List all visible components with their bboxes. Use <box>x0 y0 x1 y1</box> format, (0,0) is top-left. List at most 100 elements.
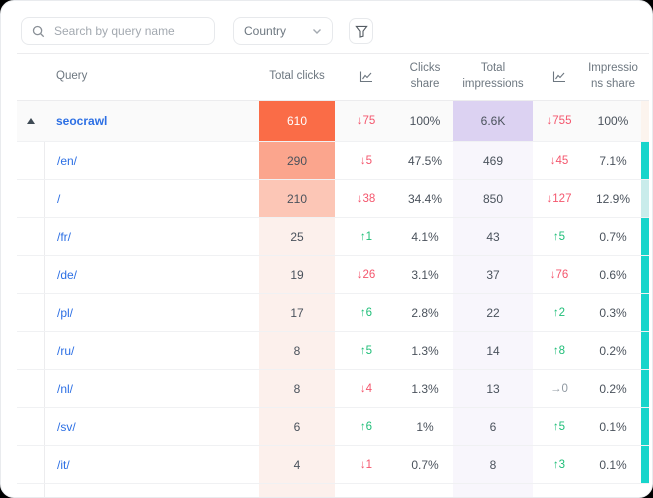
impressions-change-cell: ↑7 <box>533 484 585 498</box>
impressions-share-cell: 0.2% <box>599 381 627 396</box>
search-input[interactable] <box>52 23 204 39</box>
search-box[interactable] <box>21 17 215 45</box>
table-row: /en/seo-dashboard/ 3 ↓4 0.5% 454 ↑7 6.9% <box>17 484 649 498</box>
impressions-share-cell: 0.3% <box>599 305 627 320</box>
clicks-change-cell: ↓5 <box>359 154 373 167</box>
query-cell: /ru/ <box>44 332 259 369</box>
query-link[interactable]: /en/seo-dashboard/ <box>57 496 160 498</box>
total-clicks-cell: 17 <box>259 294 335 331</box>
table-body: seocrawl 610 ↓75 100% 6.6K ↓755 100% /en… <box>17 101 649 498</box>
total-impressions-cell: 22 <box>453 294 533 331</box>
query-link[interactable]: /sv/ <box>57 419 76 434</box>
heat-strip-cell <box>641 294 649 331</box>
query-cell: /it/ <box>44 446 259 483</box>
clicks-share-cell: 100% <box>409 114 441 128</box>
table-header-row: Query Total clicks Clicks share Total im… <box>17 53 649 101</box>
table-row: /sv/ 6 ↑6 1% 6 ↑5 0.1% <box>17 408 649 446</box>
total-clicks-cell: 3 <box>259 484 335 497</box>
header-strip-spacer <box>641 54 649 100</box>
heat-strip-cell <box>641 446 649 483</box>
query-link[interactable]: /fr/ <box>57 229 71 244</box>
total-clicks-cell: 8 <box>259 332 335 369</box>
clicks-share-cell: 34.4% <box>407 191 443 206</box>
total-impressions-cell: 6 <box>453 408 533 445</box>
clicks-change-cell: ↓38 <box>356 192 376 205</box>
impressions-change-cell: ↑8 <box>552 344 566 357</box>
chevron-down-icon <box>312 28 322 35</box>
table-row: /en/ 290 ↓5 47.5% 469 ↓45 7.1% <box>17 142 649 180</box>
total-impressions-cell: 37 <box>453 256 533 293</box>
impressions-change-cell: ↑3 <box>552 458 566 471</box>
expand-cell <box>17 370 44 407</box>
clicks-share-cell: 0.5% <box>397 484 453 498</box>
header-impressions-trend <box>533 54 585 100</box>
expand-cell <box>17 142 44 179</box>
impressions-change-cell: ↓127 <box>546 192 572 205</box>
total-impressions-cell: 14 <box>453 332 533 369</box>
header-expand-spacer <box>17 54 44 100</box>
query-cell: /fr/ <box>44 218 259 255</box>
expand-cell <box>17 294 44 331</box>
impressions-share-cell: 0.7% <box>599 229 627 244</box>
total-clicks-cell: 6 <box>259 408 335 445</box>
clicks-change-cell: ↓1 <box>359 458 373 471</box>
table-row: /nl/ 8 ↓4 1.3% 13 →0 0.2% <box>17 370 649 408</box>
query-link[interactable]: /it/ <box>57 457 70 472</box>
query-cell: seocrawl <box>44 101 259 141</box>
clicks-change-cell: ↑1 <box>359 230 373 243</box>
total-impressions-cell: 6.6K <box>453 101 533 141</box>
heat-strip-cell <box>641 180 649 217</box>
heat-strip-cell <box>641 370 649 407</box>
header-total-impressions: Total impressions <box>462 62 524 90</box>
heat-strip-cell <box>641 218 649 255</box>
heat-strip-cell <box>641 101 649 141</box>
expand-cell <box>17 446 44 483</box>
query-link[interactable]: seocrawl <box>56 114 108 128</box>
impressions-share-cell: 6.9% <box>585 484 641 498</box>
filter-button[interactable] <box>349 18 373 44</box>
clicks-share-cell: 47.5% <box>407 153 443 168</box>
query-link[interactable]: /nl/ <box>57 381 74 396</box>
query-link[interactable]: / <box>57 191 61 206</box>
total-clicks-cell: 610 <box>259 101 335 141</box>
query-link[interactable]: /en/ <box>57 153 78 168</box>
clicks-share-cell: 1.3% <box>411 343 439 358</box>
query-cell: /de/ <box>44 256 259 293</box>
total-impressions-cell: 43 <box>453 218 533 255</box>
impressions-share-cell: 0.2% <box>599 343 627 358</box>
table-row: /ru/ 8 ↑5 1.3% 14 ↑8 0.2% <box>17 332 649 370</box>
clicks-share-cell: 0.7% <box>411 457 439 472</box>
total-clicks-cell: 4 <box>259 446 335 483</box>
heat-strip-cell <box>641 142 649 179</box>
impressions-change-cell: ↓45 <box>549 154 569 167</box>
query-cell: /en/ <box>44 142 259 179</box>
header-clicks-trend <box>335 54 397 100</box>
query-link[interactable]: /de/ <box>57 267 78 282</box>
expand-cell <box>17 101 44 141</box>
clicks-share-cell: 1.3% <box>411 381 439 396</box>
heat-strip-cell <box>641 408 649 445</box>
table-row: / 210 ↓38 34.4% 850 ↓127 12.9% <box>17 180 649 218</box>
query-cell: /pl/ <box>44 294 259 331</box>
query-cell: /sv/ <box>44 408 259 445</box>
clicks-share-cell: 1% <box>416 419 434 434</box>
impressions-share-cell: 0.1% <box>599 419 627 434</box>
toolbar: Country <box>1 1 652 45</box>
impressions-share-cell: 0.1% <box>599 457 627 472</box>
query-link[interactable]: /pl/ <box>57 305 74 320</box>
query-link[interactable]: /ru/ <box>57 343 75 358</box>
impressions-share-cell: 0.6% <box>599 267 627 282</box>
expand-cell <box>17 218 44 255</box>
header-query: Query <box>56 70 88 83</box>
country-select[interactable]: Country <box>233 17 333 45</box>
clicks-change-cell: ↑6 <box>359 306 373 319</box>
expand-cell <box>17 332 44 369</box>
query-cell: /en/seo-dashboard/ <box>44 484 259 498</box>
header-clicks-share: Clicks share <box>409 62 441 90</box>
query-cell: /nl/ <box>44 370 259 407</box>
clicks-change-cell: ↓26 <box>356 268 376 281</box>
clicks-share-cell: 3.1% <box>411 267 439 282</box>
collapse-arrow-icon[interactable] <box>26 118 35 124</box>
funnel-icon <box>354 25 368 38</box>
